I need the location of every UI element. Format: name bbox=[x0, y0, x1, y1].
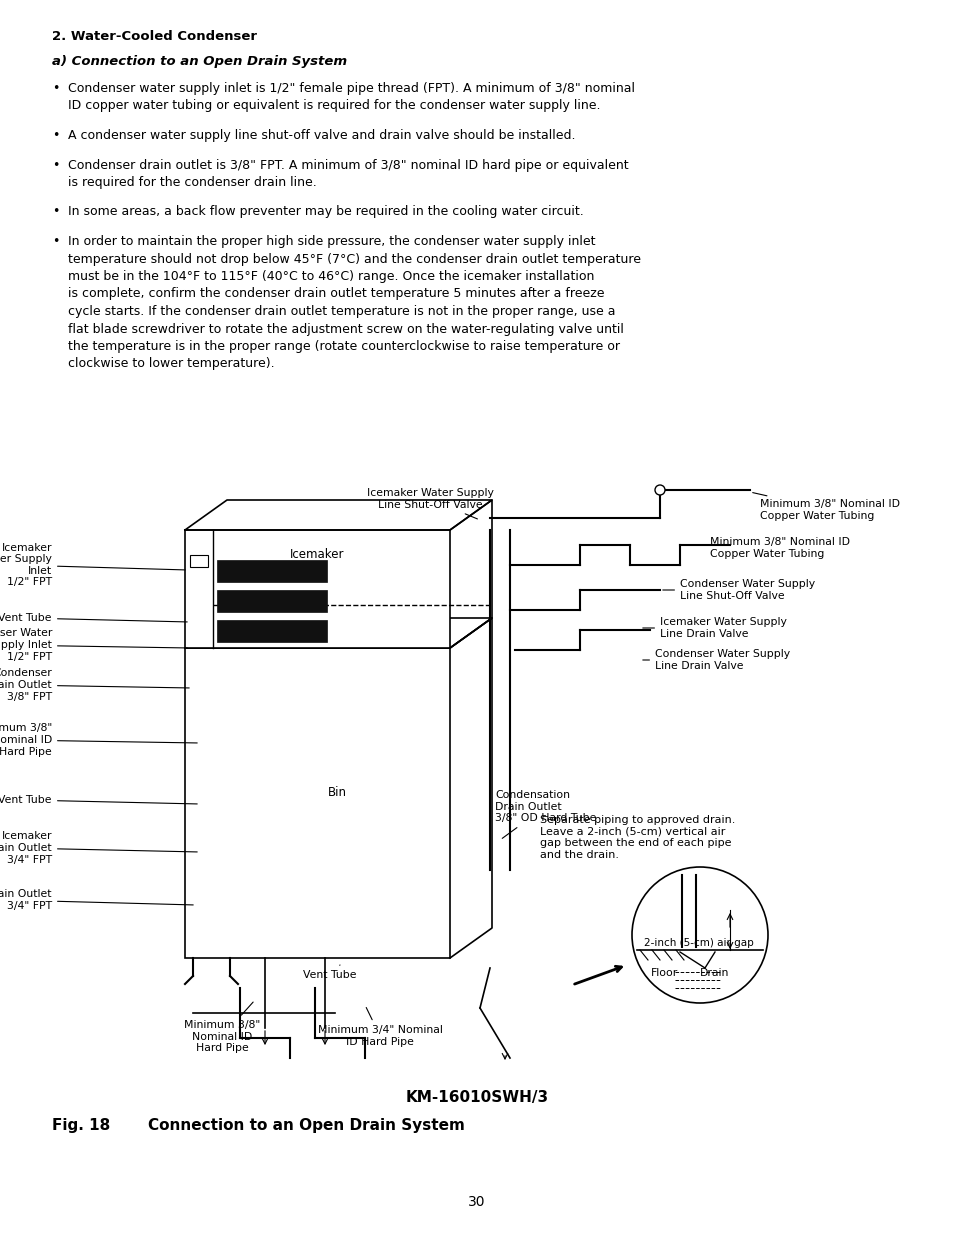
Text: a) Connection to an Open Drain System: a) Connection to an Open Drain System bbox=[52, 56, 347, 68]
Text: Condensation
Drain Outlet
3/8" OD Hard Tube: Condensation Drain Outlet 3/8" OD Hard T… bbox=[495, 790, 596, 839]
Bar bbox=[216, 559, 327, 582]
Text: Separate piping to approved drain.
Leave a 2-inch (5-cm) vertical air
gap betwee: Separate piping to approved drain. Leave… bbox=[539, 815, 735, 860]
Text: Minimum 3/4" Nominal
ID Hard Pipe: Minimum 3/4" Nominal ID Hard Pipe bbox=[317, 1008, 442, 1046]
Text: Bin Drain Outlet
3/4" FPT: Bin Drain Outlet 3/4" FPT bbox=[0, 889, 193, 910]
Text: Minimum 3/8"
Nominal ID
Hard Pipe: Minimum 3/8" Nominal ID Hard Pipe bbox=[0, 724, 197, 757]
Text: Condenser Water
Supply Inlet
1/2" FPT: Condenser Water Supply Inlet 1/2" FPT bbox=[0, 629, 187, 662]
Text: Bin: Bin bbox=[327, 787, 346, 799]
Text: Icemaker Water Supply
Line Shut-Off Valve: Icemaker Water Supply Line Shut-Off Valv… bbox=[366, 488, 493, 519]
Text: Vent Tube: Vent Tube bbox=[303, 965, 356, 981]
Text: Condenser Water Supply
Line Drain Valve: Condenser Water Supply Line Drain Valve bbox=[642, 650, 789, 671]
Text: Condenser water supply inlet is 1/2" female pipe thread (FPT). A minimum of 3/8": Condenser water supply inlet is 1/2" fem… bbox=[68, 82, 635, 95]
Bar bbox=[185, 648, 450, 958]
Text: Vent Tube: Vent Tube bbox=[0, 795, 197, 805]
Text: Minimum 3/8" Nominal ID
Copper Water Tubing: Minimum 3/8" Nominal ID Copper Water Tub… bbox=[752, 493, 899, 521]
Text: must be in the 104°F to 115°F (40°C to 46°C) range. Once the icemaker installati: must be in the 104°F to 115°F (40°C to 4… bbox=[68, 270, 594, 283]
Text: KM-16010SWH/3: KM-16010SWH/3 bbox=[405, 1091, 548, 1105]
Bar bbox=[216, 590, 327, 613]
Text: •: • bbox=[52, 82, 59, 95]
Text: is required for the condenser drain line.: is required for the condenser drain line… bbox=[68, 177, 316, 189]
Text: 2-inch (5-cm) air gap: 2-inch (5-cm) air gap bbox=[643, 939, 753, 948]
Bar bbox=[190, 555, 208, 567]
Text: •: • bbox=[52, 235, 59, 248]
Text: 30: 30 bbox=[468, 1195, 485, 1209]
Text: In order to maintain the proper high side pressure, the condenser water supply i: In order to maintain the proper high sid… bbox=[68, 235, 595, 248]
Text: Vent Tube: Vent Tube bbox=[0, 613, 187, 622]
Text: In some areas, a back flow preventer may be required in the cooling water circui: In some areas, a back flow preventer may… bbox=[68, 205, 583, 219]
Text: cycle starts. If the condenser drain outlet temperature is not in the proper ran: cycle starts. If the condenser drain out… bbox=[68, 305, 615, 317]
Text: •: • bbox=[52, 205, 59, 219]
Text: Condenser drain outlet is 3/8" FPT. A minimum of 3/8" nominal ID hard pipe or eq: Condenser drain outlet is 3/8" FPT. A mi… bbox=[68, 158, 628, 172]
Text: Icemaker
Water Supply
Inlet
1/2" FPT: Icemaker Water Supply Inlet 1/2" FPT bbox=[0, 542, 185, 588]
Text: •: • bbox=[52, 128, 59, 142]
Text: Connection to an Open Drain System: Connection to an Open Drain System bbox=[148, 1118, 464, 1132]
Text: flat blade screwdriver to rotate the adjustment screw on the water-regulating va: flat blade screwdriver to rotate the adj… bbox=[68, 322, 623, 336]
Text: Minimum 3/8" Nominal ID
Copper Water Tubing: Minimum 3/8" Nominal ID Copper Water Tub… bbox=[702, 537, 849, 558]
Text: Minimum 3/8"
Nominal ID
Hard Pipe: Minimum 3/8" Nominal ID Hard Pipe bbox=[184, 1002, 260, 1053]
Circle shape bbox=[655, 485, 664, 495]
Text: A condenser water supply line shut-off valve and drain valve should be installed: A condenser water supply line shut-off v… bbox=[68, 128, 575, 142]
Text: Drain: Drain bbox=[700, 968, 729, 978]
Bar bbox=[216, 620, 327, 642]
Text: •: • bbox=[52, 158, 59, 172]
Text: 2. Water-Cooled Condenser: 2. Water-Cooled Condenser bbox=[52, 30, 256, 43]
Text: Fig. 18: Fig. 18 bbox=[52, 1118, 111, 1132]
Text: ID copper water tubing or equivalent is required for the condenser water supply : ID copper water tubing or equivalent is … bbox=[68, 100, 599, 112]
Text: Floor: Floor bbox=[651, 968, 678, 978]
Text: Icemaker Water Supply
Line Drain Valve: Icemaker Water Supply Line Drain Valve bbox=[642, 618, 786, 638]
Text: Condenser
Drain Outlet
3/8" FPT: Condenser Drain Outlet 3/8" FPT bbox=[0, 668, 189, 701]
Text: the temperature is in the proper range (rotate counterclockwise to raise tempera: the temperature is in the proper range (… bbox=[68, 340, 619, 353]
Text: temperature should not drop below 45°F (7°C) and the condenser drain outlet temp: temperature should not drop below 45°F (… bbox=[68, 252, 640, 266]
Text: Icemaker
Drain Outlet
3/4" FPT: Icemaker Drain Outlet 3/4" FPT bbox=[0, 831, 197, 864]
Text: Icemaker: Icemaker bbox=[290, 548, 344, 561]
Text: Condenser Water Supply
Line Shut-Off Valve: Condenser Water Supply Line Shut-Off Val… bbox=[662, 579, 814, 600]
Bar bbox=[185, 530, 450, 648]
Text: clockwise to lower temperature).: clockwise to lower temperature). bbox=[68, 357, 274, 370]
Text: is complete, confirm the condenser drain outlet temperature 5 minutes after a fr: is complete, confirm the condenser drain… bbox=[68, 288, 604, 300]
